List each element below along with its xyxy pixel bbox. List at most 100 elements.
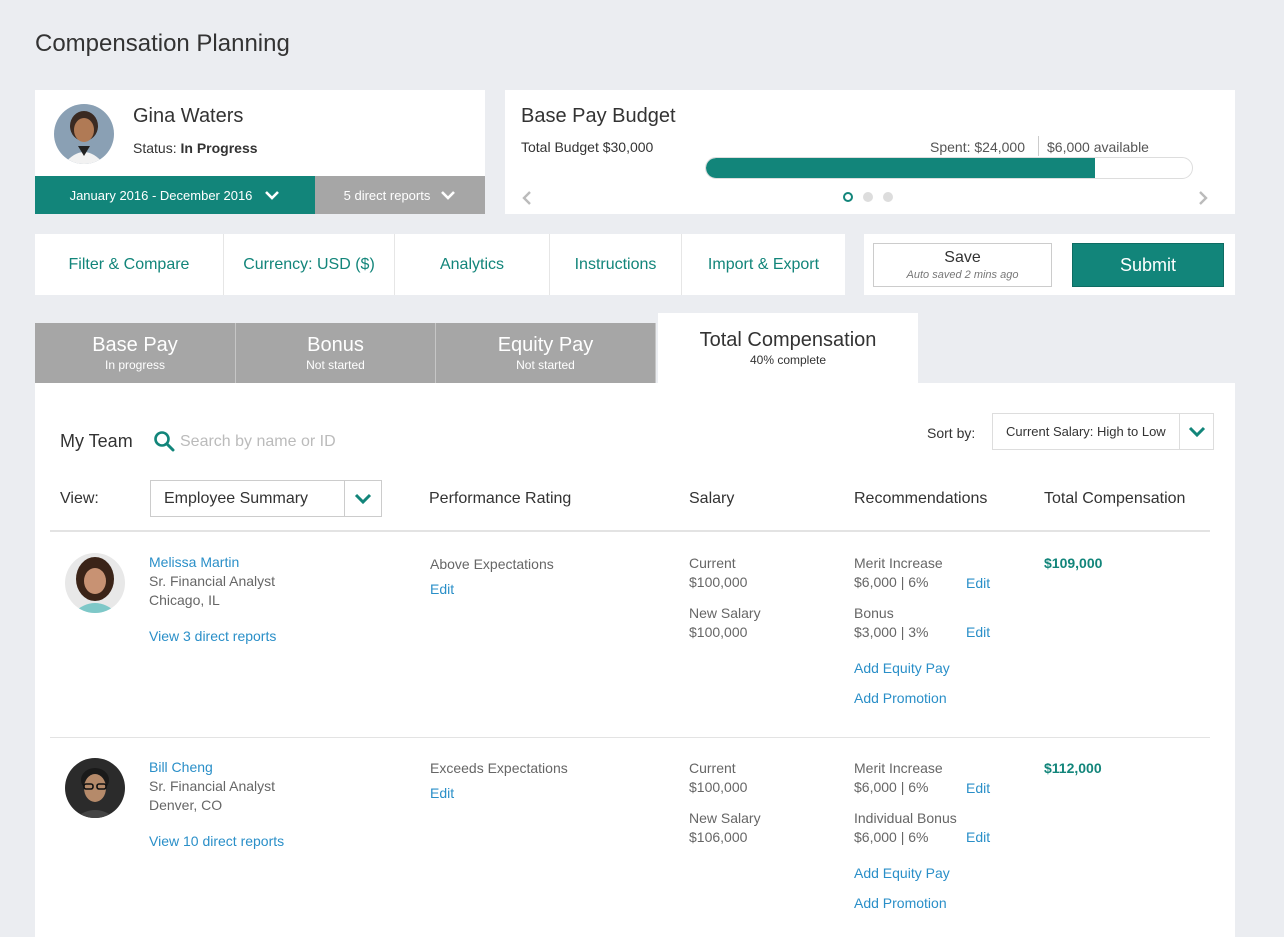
tab-base-pay[interactable]: Base Pay In progress (35, 323, 236, 383)
edit-rating-link[interactable]: Edit (430, 581, 455, 597)
tab-status: 40% complete (749, 353, 827, 367)
budget-total: Total Budget $30,000 (521, 139, 654, 155)
employee-location: Chicago, IL (149, 592, 220, 608)
period-label: January 2016 - December 2016 (69, 187, 253, 203)
import-export-button[interactable]: Import & Export (707, 255, 820, 273)
autosave-status: Auto saved 2 mins ago (906, 269, 1019, 281)
new-salary-value: $106,000 (689, 829, 748, 845)
save-card: Save Auto saved 2 mins ago Submit (864, 234, 1235, 295)
employee-name-link[interactable]: Bill Cheng (149, 759, 213, 775)
sort-value: Current Salary: High to Low (1006, 424, 1166, 439)
chevron-down-icon (265, 191, 280, 200)
tab-status: In progress (104, 358, 166, 372)
save-label: Save (944, 249, 981, 266)
row-divider (50, 737, 1210, 738)
avatar (65, 758, 125, 818)
instructions-button[interactable]: Instructions (550, 234, 682, 295)
budget-available: $6,000 available (1047, 139, 1149, 155)
currency-button[interactable]: Currency: USD ($) (224, 234, 395, 295)
column-header-performance: Performance Rating (429, 490, 572, 507)
budget-spent: Spent: $24,000 (930, 139, 1025, 155)
new-salary-label: New Salary (689, 605, 761, 621)
column-header-total-compensation: Total Compensation (1044, 490, 1186, 507)
chevron-left-icon[interactable] (519, 190, 535, 206)
search-input[interactable] (180, 430, 400, 454)
bonus-label: Bonus (854, 605, 894, 621)
budget-card: Base Pay Budget Total Budget $30,000 Spe… (505, 90, 1235, 214)
tab-title: Equity Pay (497, 334, 594, 356)
add-promotion-link[interactable]: Add Promotion (854, 690, 947, 706)
view-dropdown[interactable]: Employee Summary (150, 480, 382, 517)
new-salary-value: $100,000 (689, 624, 748, 640)
view-label: View: (60, 490, 99, 507)
save-button[interactable]: Save Auto saved 2 mins ago (873, 243, 1052, 287)
tab-equity-pay[interactable]: Equity Pay Not started (436, 323, 656, 383)
edit-merit-link[interactable]: Edit (966, 575, 991, 591)
carousel-dot[interactable] (863, 192, 873, 202)
employee-name-link[interactable]: Melissa Martin (149, 554, 240, 570)
sort-label: Sort by: (927, 425, 976, 441)
edit-bonus-link[interactable]: Edit (966, 829, 991, 845)
toolbar: Filter & Compare Currency: USD ($) Analy… (35, 234, 845, 295)
chevron-down-icon (1188, 426, 1205, 437)
view-direct-reports-link[interactable]: View 3 direct reports (149, 628, 277, 644)
tab-title: Base Pay (92, 334, 178, 356)
merit-increase-label: Merit Increase (854, 555, 943, 571)
view-direct-reports-link[interactable]: View 10 direct reports (149, 833, 285, 849)
current-salary-value: $100,000 (689, 779, 748, 795)
budget-divider (1038, 136, 1039, 156)
total-compensation-value: $112,000 (1044, 760, 1102, 776)
current-salary-value: $100,000 (689, 574, 748, 590)
sort-dropdown[interactable]: Current Salary: High to Low (992, 413, 1214, 450)
direct-reports-dropdown[interactable]: 5 direct reports (315, 176, 485, 214)
add-promotion-link[interactable]: Add Promotion (854, 895, 947, 911)
search-icon (154, 431, 175, 452)
chevron-down-icon (441, 191, 456, 200)
view-dropdown-toggle[interactable] (344, 481, 381, 516)
team-panel: My Team Sort by: Current Salary: High to… (35, 383, 1235, 937)
avatar (65, 553, 125, 613)
performance-rating: Exceeds Expectations (430, 760, 568, 776)
header-divider (50, 530, 1210, 532)
tab-total-compensation[interactable]: Total Compensation 40% complete (658, 313, 918, 383)
view-value: Employee Summary (164, 489, 309, 507)
bonus-value: $3,000 | 3% (854, 624, 929, 640)
profile-name: Gina Waters (133, 105, 244, 127)
employee-title: Sr. Financial Analyst (149, 573, 276, 589)
edit-rating-link[interactable]: Edit (430, 785, 455, 801)
add-equity-pay-link[interactable]: Add Equity Pay (854, 660, 950, 676)
chevron-down-icon (354, 493, 372, 504)
tab-status: Not started (306, 358, 365, 372)
merit-increase-value: $6,000 | 6% (854, 779, 929, 795)
page-title: Compensation Planning (35, 30, 290, 57)
submit-button[interactable]: Submit (1072, 243, 1224, 287)
budget-title: Base Pay Budget (521, 105, 676, 127)
chevron-right-icon[interactable] (1195, 190, 1211, 206)
carousel-dot[interactable] (883, 192, 893, 202)
current-salary-label: Current (689, 555, 736, 571)
profile-status: Status: In Progress (133, 140, 258, 156)
current-salary-label: Current (689, 760, 736, 776)
tab-bonus[interactable]: Bonus Not started (236, 323, 436, 383)
direct-reports-label: 5 direct reports (343, 187, 431, 203)
merit-increase-label: Merit Increase (854, 760, 943, 776)
add-equity-pay-link[interactable]: Add Equity Pay (854, 865, 950, 881)
team-title: My Team (60, 431, 133, 451)
carousel-dot[interactable] (843, 192, 853, 202)
filter-compare-button[interactable]: Filter & Compare (35, 234, 224, 295)
employee-title: Sr. Financial Analyst (149, 778, 276, 794)
employee-location: Denver, CO (149, 797, 223, 813)
edit-bonus-link[interactable]: Edit (966, 624, 991, 640)
analytics-button[interactable]: Analytics (395, 234, 550, 295)
column-header-salary: Salary (689, 490, 735, 507)
total-compensation-value: $109,000 (1044, 555, 1103, 571)
avatar (54, 104, 114, 164)
tab-status: Not started (516, 358, 575, 372)
profile-card: Gina Waters Status: In Progress January … (35, 90, 485, 214)
period-dropdown[interactable]: January 2016 - December 2016 (35, 176, 315, 214)
sort-dropdown-toggle[interactable] (1179, 414, 1213, 449)
table-row: Melissa Martin Sr. Financial Analyst Chi… (35, 543, 1235, 733)
edit-merit-link[interactable]: Edit (966, 780, 991, 796)
carousel-dots (843, 192, 893, 202)
table-row: Bill Cheng Sr. Financial Analyst Denver,… (35, 748, 1235, 937)
